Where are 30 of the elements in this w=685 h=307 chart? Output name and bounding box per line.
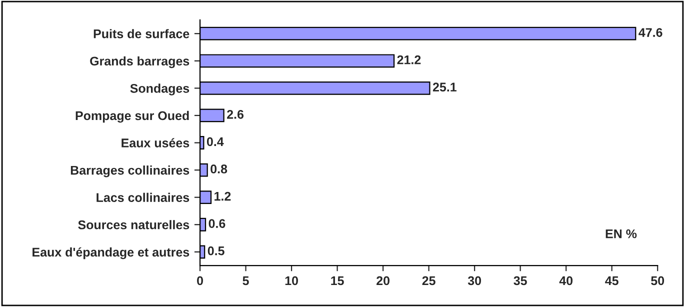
x-tick-label: 45 (605, 276, 618, 286)
data-label: 0.6 (208, 219, 226, 228)
x-tick-label: 10 (285, 276, 298, 286)
annotation: EN % (606, 229, 637, 238)
data-label: 21.2 (397, 55, 421, 64)
y-tick-label: Eaux usées (122, 138, 190, 148)
x-tick-label: 25 (422, 276, 436, 286)
y-tick-label: Grands barrages (90, 56, 190, 68)
x-tick-label: 15 (331, 276, 344, 286)
y-tick-label: Lacs collinaires (96, 192, 190, 202)
x-tick-label: 50 (651, 276, 664, 286)
x-tick-label: 30 (468, 276, 482, 286)
y-tick-label: Puits de surface (94, 29, 190, 38)
data-label: 1.2 (214, 192, 231, 201)
y-tick-label: Barrages collinaires (70, 166, 190, 178)
data-label: 0.4 (206, 137, 224, 146)
data-label: 0.8 (210, 164, 228, 174)
x-tick-label: 40 (559, 276, 573, 286)
x-tick-label: 35 (514, 276, 527, 286)
y-tick-label: Pompage sur Oued (76, 110, 189, 123)
data-label: 25.1 (432, 82, 456, 92)
y-tick-label: Sources naturelles (78, 220, 190, 230)
data-label: 2.6 (227, 110, 244, 119)
x-tick-label: 0 (197, 276, 203, 286)
x-tick-label: 5 (242, 276, 249, 286)
x-tick-label: 20 (376, 276, 390, 286)
data-label: 0.5 (208, 246, 224, 256)
y-tick-label: Eaux d'épandage et autres (32, 247, 190, 260)
data-label: 47.6 (638, 28, 662, 37)
y-tick-label: Sondages (130, 84, 190, 96)
